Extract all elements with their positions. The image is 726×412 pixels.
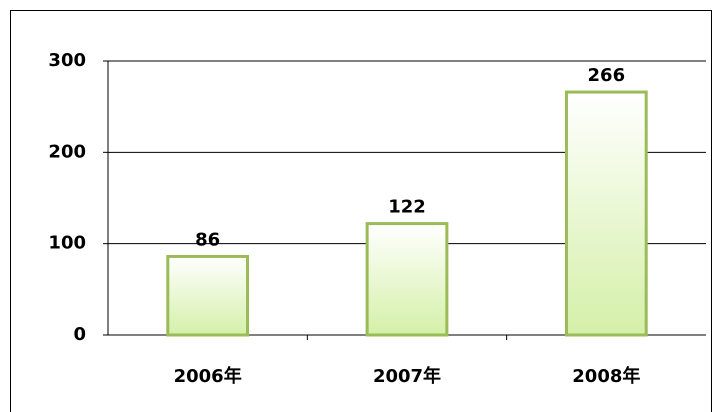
bar <box>564 90 648 337</box>
data-label: 86 <box>195 229 220 250</box>
x-tick-label: 2007年 <box>373 365 441 387</box>
data-label: 122 <box>388 197 426 218</box>
chart-frame <box>10 10 712 412</box>
bar <box>365 222 449 337</box>
y-tick-label: 200 <box>48 141 86 162</box>
y-tick-label: 300 <box>48 50 86 71</box>
x-tick-label: 2008年 <box>572 365 640 387</box>
y-tick-label: 0 <box>73 324 86 345</box>
bar <box>166 254 250 337</box>
data-label: 266 <box>588 65 626 86</box>
x-tick-label: 2006年 <box>174 365 242 387</box>
y-tick-label: 100 <box>48 233 86 254</box>
